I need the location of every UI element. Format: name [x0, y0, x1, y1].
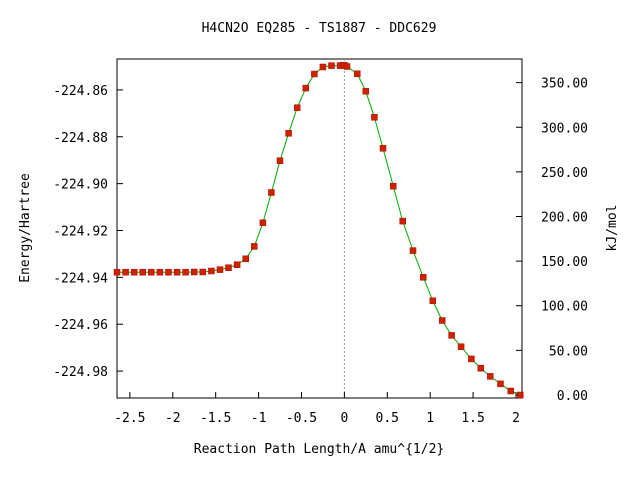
data-point	[190, 268, 198, 276]
y-tick-label: -224.92	[53, 224, 108, 239]
data-point	[507, 387, 515, 395]
data-point	[259, 219, 267, 227]
x-tick-label: -2	[165, 411, 181, 426]
data-point	[268, 189, 275, 196]
data-point	[302, 84, 310, 92]
y2-tick-label: 350.00	[541, 77, 588, 92]
data-point	[517, 391, 524, 399]
data-point	[113, 268, 121, 276]
x-axis: -2.5 -2 -1.5 -1 -0.5 0 0.5 1 1.5 2	[114, 392, 520, 426]
data-point	[165, 268, 172, 276]
y2-tick-label: 300.00	[541, 121, 588, 136]
data-point	[497, 380, 504, 388]
data-point	[173, 268, 181, 276]
data-point	[225, 264, 232, 271]
data-point	[285, 130, 292, 137]
data-point	[319, 63, 327, 71]
data-point	[328, 62, 335, 69]
data-point	[379, 145, 387, 152]
data-point	[182, 268, 189, 276]
data-point	[216, 266, 224, 273]
data-point	[429, 297, 437, 305]
data-point	[477, 364, 485, 372]
data-point	[457, 343, 465, 350]
data-point	[409, 247, 417, 254]
data-point	[487, 373, 494, 380]
y-axis-left: -224.86 -224.88 -224.90 -224.92 -224.94 -224.…	[53, 84, 123, 380]
data-point	[139, 268, 146, 276]
x-tick-label: 0.5	[376, 411, 399, 426]
data-point	[362, 88, 370, 95]
y2-tick-label: 0.00	[557, 389, 588, 404]
data-point	[371, 114, 378, 121]
data-point	[242, 255, 249, 263]
x-tick-label: 1	[426, 411, 434, 426]
data-point	[354, 70, 361, 78]
data-point	[468, 355, 475, 363]
plot-frame	[116, 58, 523, 399]
x-tick-label: -1.5	[200, 411, 231, 426]
x-tick-label: 0	[340, 411, 348, 426]
data-point	[148, 268, 155, 276]
y-tick-label: -224.96	[53, 318, 108, 333]
y2-tick-label: 50.00	[549, 344, 588, 359]
data-point	[208, 267, 215, 275]
y-axis-label: Energy/Hartree	[18, 173, 33, 283]
data-point	[130, 268, 138, 276]
y2-tick-label: 150.00	[541, 255, 588, 270]
y-tick-label: -224.98	[53, 365, 108, 380]
data-point	[251, 243, 258, 250]
x-tick-label: 1.5	[461, 411, 484, 426]
y-tick-label: -224.88	[53, 131, 108, 146]
y2-axis-label: kJ/mol	[605, 205, 620, 252]
data-point	[122, 268, 129, 276]
x-tick-label: -2.5	[114, 411, 145, 426]
x-tick-label: -1	[251, 411, 267, 426]
series-layer	[113, 62, 524, 399]
data-point	[199, 268, 207, 276]
data-point	[311, 70, 318, 78]
y2-tick-label: 100.00	[541, 300, 588, 315]
y2-tick-label: 250.00	[541, 166, 588, 181]
data-point	[420, 274, 427, 281]
x-tick-label: -0.5	[286, 411, 317, 426]
data-point	[390, 182, 397, 190]
data-point	[156, 268, 164, 276]
data-point	[293, 104, 301, 111]
y2-tick-label: 200.00	[541, 210, 588, 225]
x-axis-label: Reaction Path Length/A amu^{1/2}	[194, 442, 444, 457]
y-tick-label: -224.90	[53, 178, 108, 193]
data-point	[399, 217, 406, 225]
x-tick-label: 2	[512, 411, 520, 426]
data-point	[438, 317, 446, 324]
data-point	[233, 261, 241, 268]
y-tick-label: -224.86	[53, 84, 108, 99]
data-point	[276, 157, 284, 164]
data-point	[343, 63, 351, 70]
y-tick-label: -224.94	[53, 271, 108, 286]
y-axis-right: 0.00 50.00 100.00 150.00 200.00 250.00 300.00 3…	[516, 77, 588, 404]
chart-title: H4CN2O EQ285 - TS1887 - DDC629	[202, 21, 437, 36]
data-point	[448, 332, 455, 339]
